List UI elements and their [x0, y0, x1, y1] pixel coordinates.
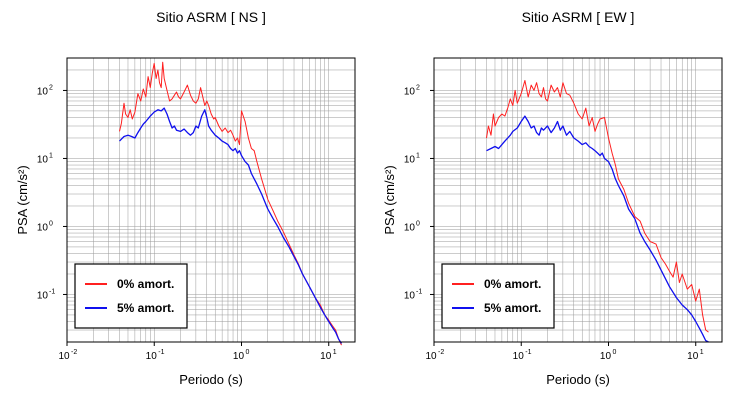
x-tick-label: 10: [320, 351, 332, 362]
legend-label: 0% amort.: [484, 277, 541, 291]
x-tick-exponent: -1: [525, 349, 531, 356]
legend-box: [441, 263, 555, 329]
legend: 0% amort. 5% amort.: [74, 263, 188, 329]
series-line: [119, 107, 343, 344]
x-tick-label: 10: [425, 351, 437, 362]
plot-frame: [433, 57, 723, 343]
y-tick-exponent: -1: [416, 288, 422, 295]
grid: [66, 57, 356, 343]
y-tick-label: 10: [37, 86, 49, 97]
legend-label: 0% amort.: [117, 277, 174, 291]
y-tick-exponent: 2: [416, 84, 420, 91]
x-tick-exponent: -2: [71, 349, 77, 356]
x-tick-label: 10: [513, 351, 525, 362]
y-tick-label: 10: [37, 290, 49, 301]
chart-panel: Sitio ASRM [ NS ]10 -2 10 -1 10 0 10 110 -110 010…: [15, 9, 356, 387]
chart-panel: Sitio ASRM [ EW ]10 -2 10 -1 10 0 10 110 -110 010…: [382, 9, 723, 387]
legend-label: 5% amort.: [484, 301, 541, 315]
y-tick-label: 10: [404, 222, 416, 233]
x-tick-label: 10: [600, 351, 612, 362]
y-tick-label: 10: [404, 154, 416, 165]
y-axis-label: PSA (cm/s²): [382, 165, 397, 234]
y-tick-label: 10: [37, 154, 49, 165]
y-tick-exponent: 2: [49, 84, 53, 91]
series-line: [119, 61, 342, 346]
y-tick-exponent: -1: [49, 288, 55, 295]
y-tick-exponent: 0: [49, 220, 53, 227]
x-tick-exponent: 1: [333, 349, 337, 356]
chart-title: Sitio ASRM [ NS ]: [156, 9, 266, 25]
x-tick-label: 10: [233, 351, 245, 362]
x-axis-label: Periodo (s): [546, 372, 610, 387]
x-tick-label: 10: [687, 351, 699, 362]
y-axis-label: PSA (cm/s²): [15, 165, 30, 234]
series-line: [486, 80, 709, 333]
y-tick-label: 10: [404, 86, 416, 97]
y-tick-exponent: 1: [416, 152, 420, 159]
x-tick-exponent: -1: [158, 349, 164, 356]
series-line: [486, 115, 709, 343]
x-tick-exponent: 0: [612, 349, 616, 356]
legend-box: [74, 263, 188, 329]
x-axis-label: Periodo (s): [179, 372, 243, 387]
chart-title: Sitio ASRM [ EW ]: [522, 9, 635, 25]
y-tick-exponent: 0: [416, 220, 420, 227]
legend-label: 5% amort.: [117, 301, 174, 315]
x-tick-exponent: 1: [700, 349, 704, 356]
legend: 0% amort. 5% amort.: [441, 263, 555, 329]
x-tick-exponent: 0: [245, 349, 249, 356]
x-tick-exponent: -2: [438, 349, 444, 356]
y-tick-label: 10: [404, 290, 416, 301]
x-tick-label: 10: [146, 351, 158, 362]
plot-frame: [66, 57, 356, 343]
y-tick-exponent: 1: [49, 152, 53, 159]
x-tick-label: 10: [58, 351, 70, 362]
y-tick-label: 10: [37, 222, 49, 233]
